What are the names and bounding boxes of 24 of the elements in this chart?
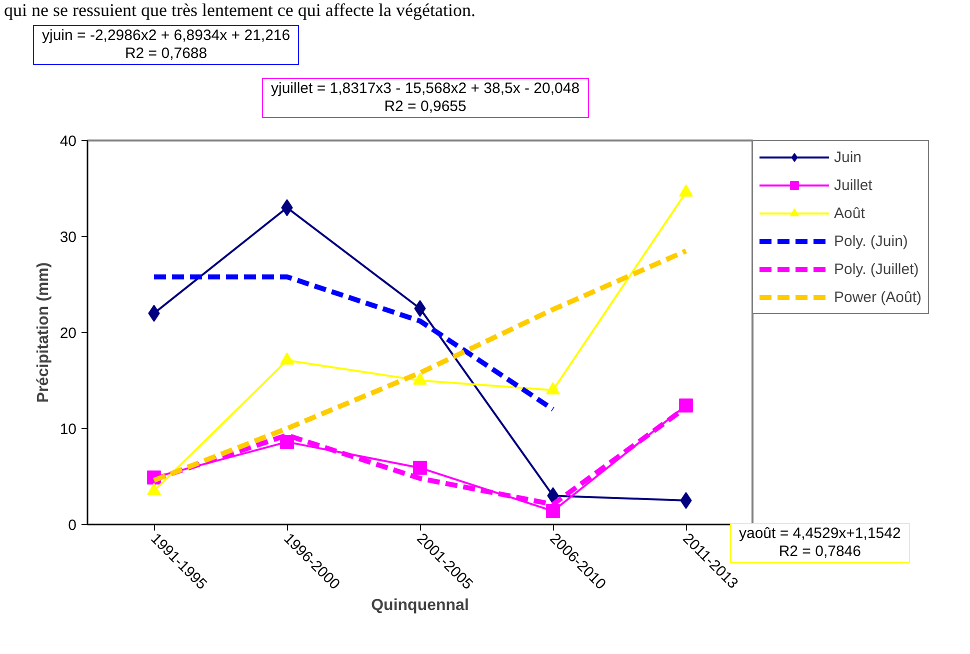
point — [280, 352, 294, 365]
x-axis-title: Quinquennal — [371, 596, 469, 614]
legend-label: Poly. (Juin) — [834, 232, 908, 250]
annotation: yaoût = 4,4529x+1,1542 R2 = 0,7846 — [730, 523, 910, 563]
y-tick-label: 10 — [60, 421, 77, 438]
point — [679, 398, 693, 412]
point — [680, 492, 692, 509]
annotation: qui ne se ressuient que très lentement ce qui affecte la végétation. — [4, 0, 476, 22]
annotation: yjuin = -2,2986x2 + 6,8934x + 21,216 R2 = 0,7688 — [33, 25, 300, 65]
point — [546, 504, 560, 518]
legend-label: Power (Août) — [834, 288, 922, 306]
y-tick-label: 30 — [60, 229, 77, 246]
legend-label: Juillet — [834, 176, 872, 194]
y-tick-label: 20 — [60, 325, 77, 342]
y-tick-label: 0 — [68, 517, 76, 534]
legend-label: Poly. (Juillet) — [834, 260, 919, 278]
annotation: yjuillet = 1,8317x3 - 15,568x2 + 38,5x - 20,048 R2 = 0,9655 — [262, 78, 589, 118]
point — [413, 460, 427, 475]
y-axis-title: Précipitation (mm) — [34, 262, 52, 403]
y-tick-label: 40 — [60, 133, 77, 150]
point — [679, 184, 693, 197]
legend-label: Août — [834, 204, 865, 222]
point — [414, 300, 426, 317]
legend-label: Juin — [834, 148, 862, 166]
